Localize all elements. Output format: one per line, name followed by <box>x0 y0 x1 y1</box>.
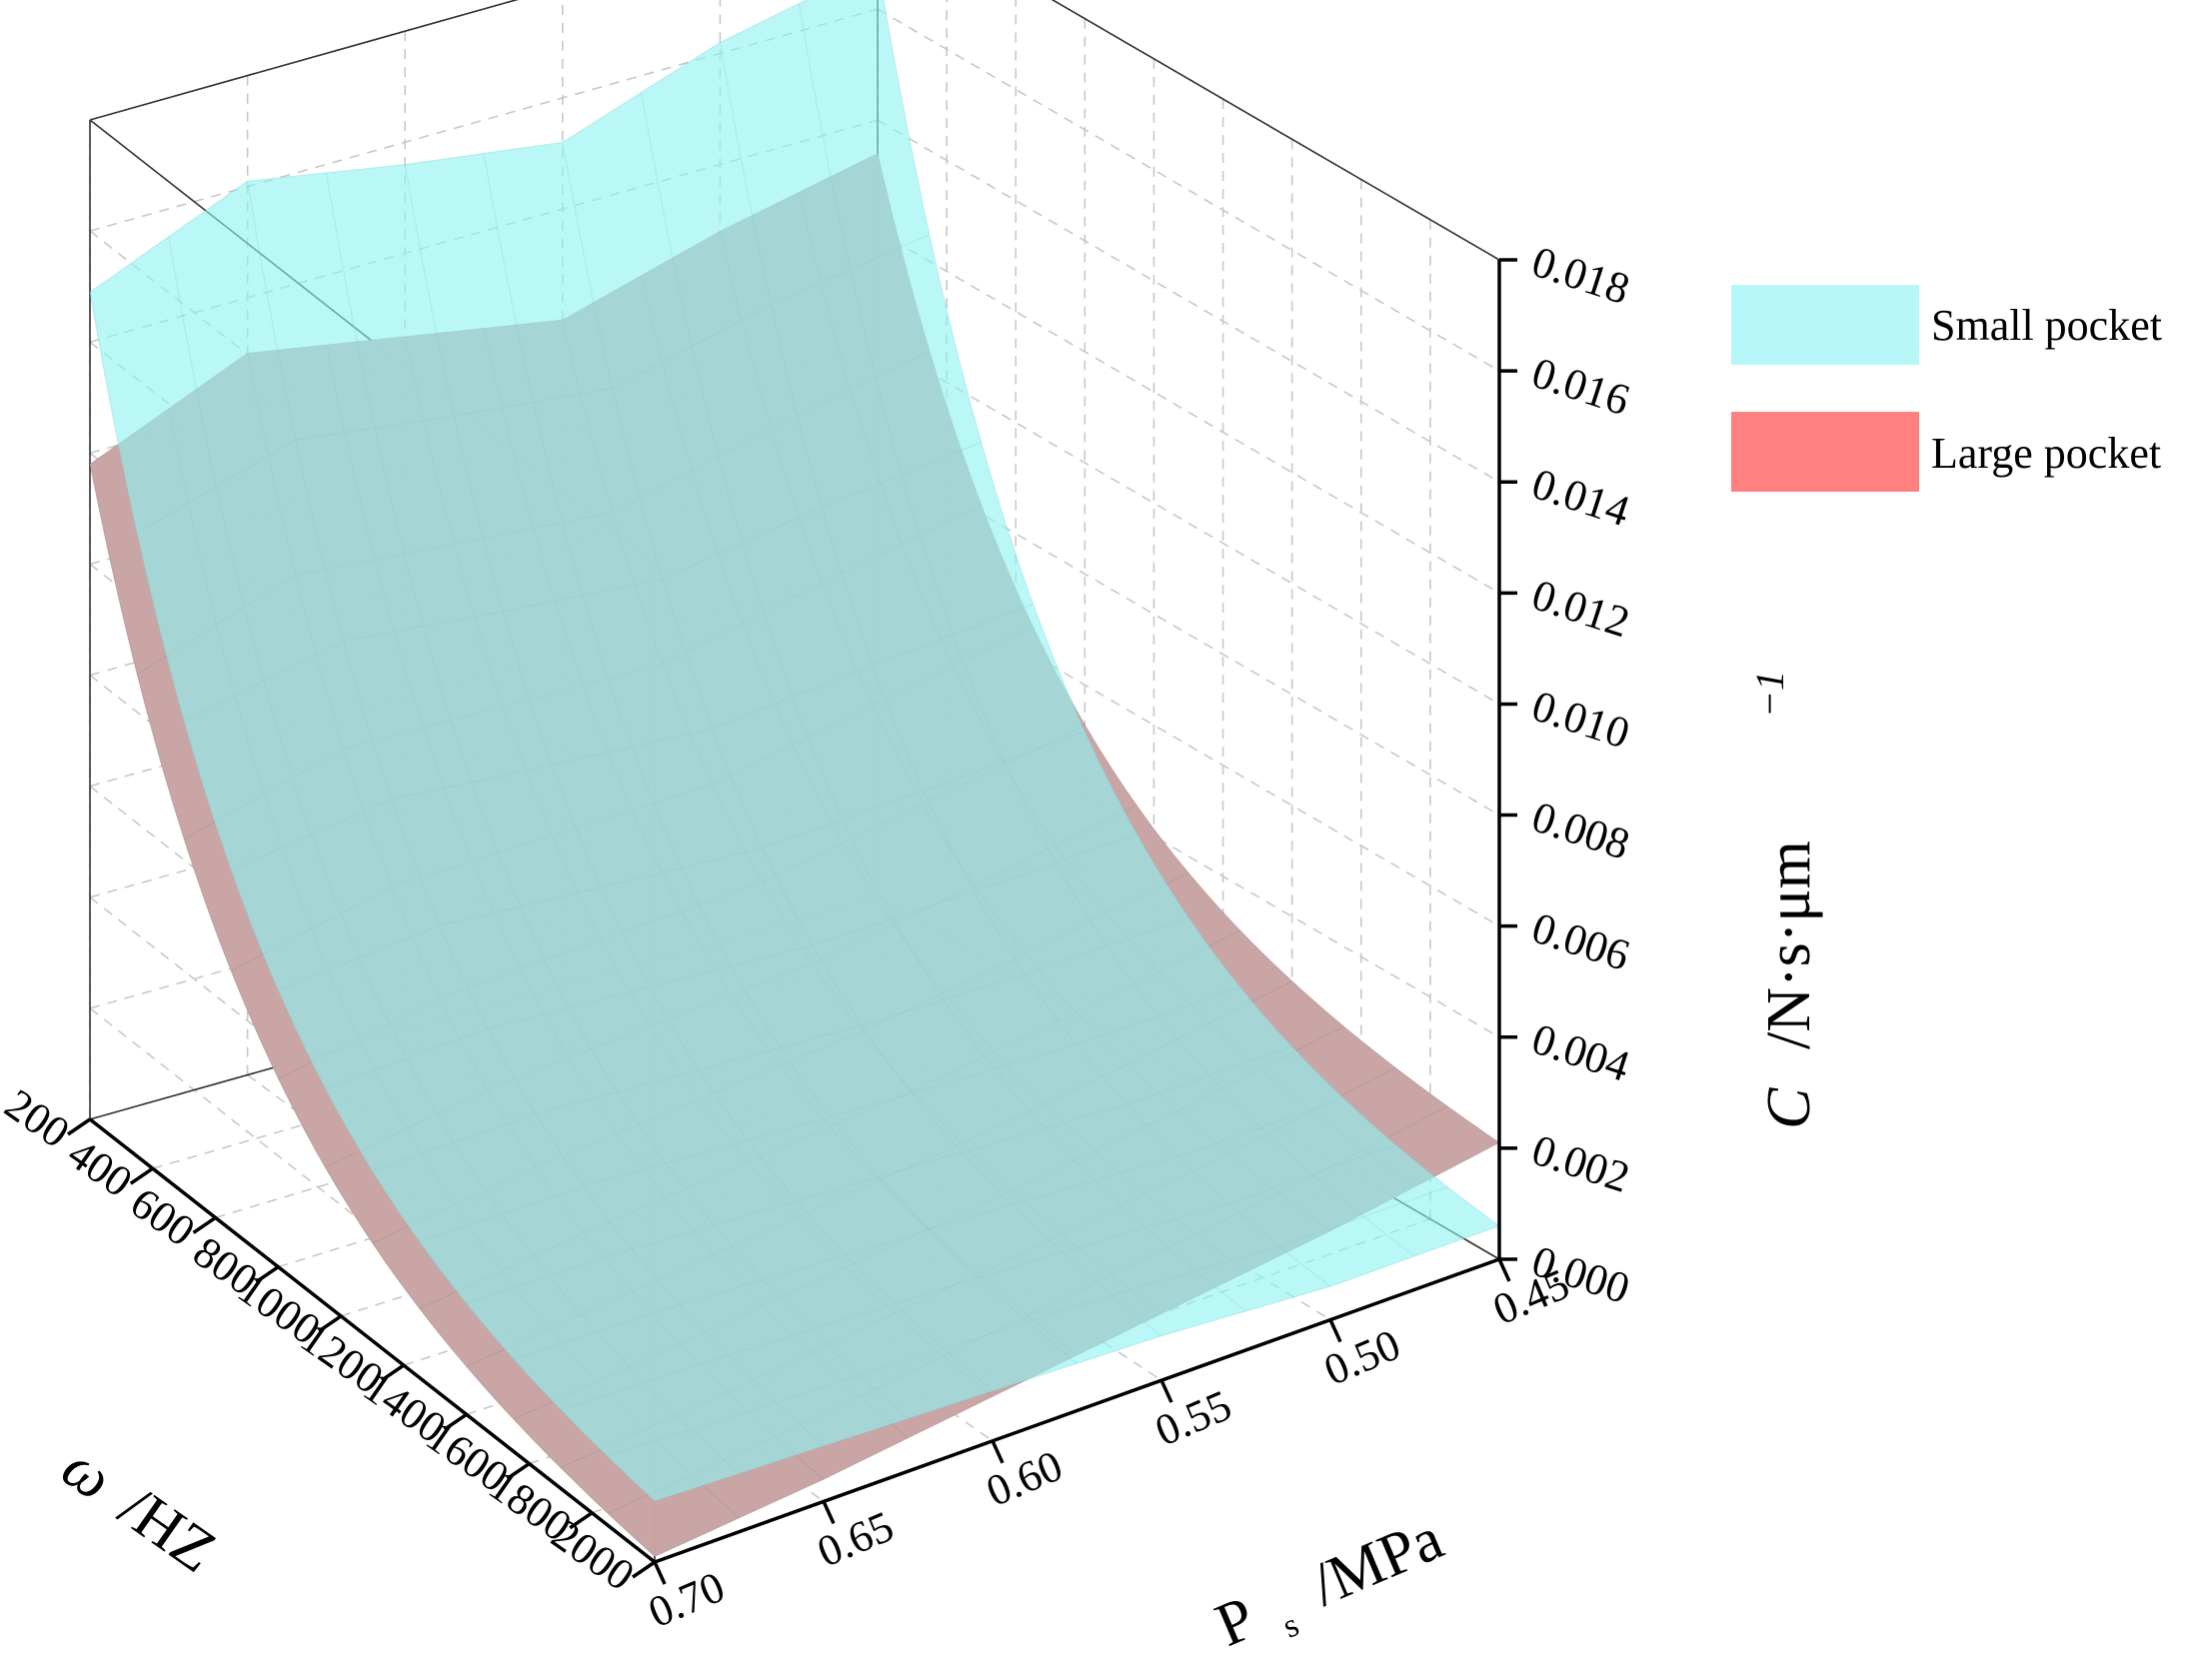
surface-mesh-line <box>136 234 931 534</box>
z-axis-tick-label: 0.018 <box>1526 237 1635 314</box>
y-axis-tick-mark <box>653 1561 667 1585</box>
surface-mesh-line <box>278 731 1086 991</box>
surface-mesh-line <box>325 833 1137 1089</box>
x-axis-tick-mark <box>443 1412 468 1431</box>
surface-mesh-line <box>513 1097 1344 1360</box>
legend-label-small-pocket: Small pocket <box>1931 301 2162 350</box>
x-axis-tick-mark <box>255 1265 280 1284</box>
y-axis-tick-label: 0.60 <box>980 1441 1070 1516</box>
surface-mesh-line <box>654 1225 1500 1502</box>
y-axis-line <box>654 1257 1500 1564</box>
x-axis-line <box>88 1117 657 1564</box>
legend-label-large-pocket: Large pocket <box>1931 429 2161 478</box>
z-axis-tick-label: 0.008 <box>1526 792 1635 868</box>
y-axis-tick-label: 0.50 <box>1317 1320 1407 1395</box>
grid-line-right-z <box>877 452 1500 817</box>
z-axis-tick-label: 0.014 <box>1526 459 1635 536</box>
grid-line-right-z <box>877 230 1500 595</box>
grid-line-right-z <box>877 563 1500 927</box>
surface-mesh-line <box>89 292 656 1502</box>
y-axis-main: P <box>1206 1584 1264 1660</box>
x-axis-tick-mark <box>569 1511 594 1530</box>
surface-mesh-line <box>641 92 1246 1312</box>
x-axis-tick-mark <box>129 1166 154 1185</box>
surface-mesh-line <box>89 464 656 1557</box>
grid-line-right-z <box>877 341 1500 706</box>
surface-small-pocket <box>89 0 1500 1502</box>
surface-mesh-line <box>483 153 1078 1364</box>
legend-swatch-small-pocket <box>1731 285 1919 365</box>
surface-mesh-line <box>168 236 740 1474</box>
grid-line-right-z <box>877 119 1500 483</box>
z-axis-tick-label: 0.002 <box>1526 1125 1635 1202</box>
surface-mesh-line <box>419 986 1240 1242</box>
surface-mesh-line <box>719 42 1331 1287</box>
y-axis-title: P s /MPa <box>1206 1504 1452 1660</box>
z-axis-exponent: −1 <box>1747 671 1792 718</box>
y-axis-tick-mark <box>1159 1379 1173 1403</box>
surface-mesh-line <box>231 603 1034 871</box>
x-axis-tick-label: 400 <box>59 1128 141 1206</box>
z-axis-symbol: C <box>1755 1087 1823 1129</box>
z-axis-tick-label: 0.004 <box>1526 1014 1635 1091</box>
y-axis-tick-label: 0.70 <box>642 1562 732 1637</box>
x-axis-tick-mark <box>380 1363 405 1382</box>
surfaces <box>89 0 1500 1557</box>
y-axis-tick-label: 0.65 <box>811 1501 901 1576</box>
surface-mesh-line <box>883 0 1500 1227</box>
y-axis-subscript: s <box>1277 1606 1304 1645</box>
frame-edge <box>1051 0 1500 261</box>
z-axis-unit: /N·s·μm <box>1755 840 1823 1049</box>
y-axis-tick-mark <box>1497 1258 1511 1282</box>
x-axis-tick-label: 200 <box>0 1079 78 1157</box>
surface-small-pocket-fill <box>90 0 1499 1501</box>
x-axis-tick-mark <box>632 1560 656 1579</box>
y-axis-tick-label: 0.55 <box>1148 1380 1238 1455</box>
x-axis-unit: /HZ <box>107 1473 228 1586</box>
surface-mesh-line <box>560 1144 1396 1410</box>
surface-mesh-line <box>372 916 1189 1172</box>
surface-mesh-line <box>325 172 909 1419</box>
surface-mesh-line <box>247 181 825 1447</box>
z-axis-tick-label: 0.016 <box>1526 348 1635 425</box>
surface-mesh-line <box>183 442 982 723</box>
y-axis-unit: /MPa <box>1302 1504 1452 1619</box>
x-axis-symbol: ω <box>50 1433 125 1514</box>
surface-mesh-line <box>89 0 808 293</box>
frame-edge <box>89 0 519 121</box>
x-axis-tick-mark <box>506 1462 531 1481</box>
legend: Small pocket Large pocket <box>1731 285 2162 492</box>
x-axis-tick-label: 600 <box>122 1178 204 1256</box>
surface-mesh-line <box>562 142 1162 1337</box>
grid-line-right-z <box>877 8 1500 372</box>
y-axis-tick-mark <box>1328 1318 1342 1343</box>
x-axis-title: ω /HZ <box>50 1433 228 1586</box>
z-axis-tick-label: 0.006 <box>1526 903 1635 980</box>
surface-mesh-line <box>798 3 1415 1257</box>
x-axis-tick-mark <box>67 1117 91 1136</box>
legend-swatch-large-pocket <box>1731 412 1919 492</box>
surface-mesh-line <box>607 1186 1448 1457</box>
grid-line-right-z <box>877 675 1500 1038</box>
y-axis-tick-mark <box>822 1500 836 1525</box>
z-axis-title: C /N·s·μm −1 <box>1747 671 1823 1129</box>
x-axis-tick-mark <box>192 1215 217 1234</box>
z-axis-tick-label: 0.010 <box>1526 681 1635 758</box>
z-axis-tick-label: 0.012 <box>1526 570 1635 647</box>
surface-mesh-line <box>404 164 994 1392</box>
x-axis-tick-mark <box>318 1314 343 1333</box>
y-axis-tick-mark <box>991 1440 1005 1464</box>
grid-line-right-z <box>1051 0 1500 261</box>
surface-mesh-line <box>466 1045 1292 1304</box>
